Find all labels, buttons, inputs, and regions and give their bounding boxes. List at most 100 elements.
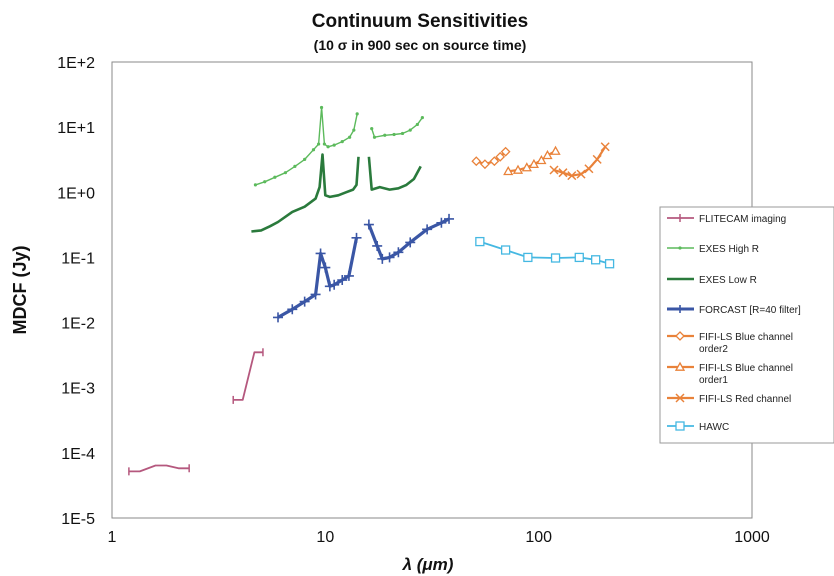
data-point [315, 248, 326, 259]
data-point [393, 247, 404, 258]
data-point [324, 281, 335, 292]
y-tick-label: 1E-1 [61, 250, 95, 267]
data-point [352, 128, 356, 132]
series-layer [128, 105, 615, 476]
legend-item: FLITECAM imaging [667, 214, 786, 225]
data-point [303, 157, 307, 161]
data-point [584, 164, 594, 174]
data-point [293, 164, 297, 168]
legend-item: FIFI-LS Red channel [667, 393, 791, 405]
data-point [400, 131, 405, 136]
x-tick-label: 100 [525, 529, 552, 546]
y-tick-label: 1E-5 [61, 511, 95, 528]
data-point [475, 236, 485, 247]
series-line [233, 351, 263, 401]
legend-box [659, 206, 834, 444]
data-point [273, 175, 277, 179]
x-tick-label: 1 [108, 529, 117, 546]
data-point [310, 289, 321, 300]
data-point [500, 245, 511, 255]
data-point [408, 128, 412, 132]
data-point [550, 253, 561, 263]
data-point [253, 183, 257, 187]
data-point [675, 421, 685, 431]
data-point [348, 135, 352, 139]
data-point [576, 169, 586, 179]
data-point [592, 154, 602, 164]
data-point [332, 143, 336, 147]
chart-subtitle: (10 σ in 900 sec on source time) [314, 37, 527, 53]
legend-label: HAWC [699, 422, 729, 433]
legend-label: EXES Low R [699, 275, 757, 286]
data-point [674, 361, 686, 371]
data-point [405, 237, 416, 248]
data-point [372, 240, 383, 251]
data-point [523, 252, 533, 263]
series-line [251, 153, 360, 233]
data-point [326, 145, 330, 149]
data-point [263, 180, 267, 184]
data-point [320, 262, 331, 273]
data-point [319, 105, 324, 110]
data-point [273, 312, 284, 323]
series-3 [273, 213, 455, 323]
data-point [512, 164, 524, 174]
data-point [495, 151, 506, 162]
y-tick-label: 1E-4 [61, 446, 95, 463]
data-point [471, 156, 482, 167]
data-point [536, 154, 547, 165]
series-5 [503, 145, 561, 176]
data-point [355, 112, 359, 116]
data-point [500, 146, 511, 157]
data-point [283, 171, 288, 175]
y-tick-labels: 1E-5 1E-4 1E-3 1E-2 1E-1 1E+0 1E+1 1E+2 [57, 55, 95, 528]
series-0 [128, 348, 264, 476]
data-point [340, 139, 344, 144]
x-axis-label: λ (μm) [402, 555, 454, 574]
data-point [480, 159, 490, 170]
legend-label: FLITECAM imaging [699, 214, 786, 225]
y-tick-label: 1E-3 [61, 381, 95, 398]
data-point [311, 148, 316, 152]
data-point [558, 168, 568, 178]
data-point [600, 142, 610, 152]
data-point [542, 149, 553, 160]
data-point [521, 162, 532, 172]
legend-label: order1 [699, 375, 728, 386]
data-point [343, 270, 354, 281]
data-point [567, 171, 577, 181]
data-point [329, 279, 340, 290]
data-point [678, 246, 682, 250]
data-point [317, 142, 321, 146]
legend-label: FORCAST [R=40 filter] [699, 305, 801, 316]
series-line [128, 464, 190, 473]
y-tick-label: 1E+0 [57, 185, 95, 202]
data-point [299, 296, 310, 307]
data-point [503, 165, 514, 176]
y-tick-label: 1E+1 [57, 120, 95, 137]
data-point [675, 331, 685, 341]
data-point [550, 145, 561, 155]
data-point [549, 165, 559, 175]
y-tick-label: 1E+2 [57, 55, 95, 72]
data-point [675, 393, 685, 403]
data-point [287, 304, 298, 315]
data-point [363, 219, 374, 230]
data-point [370, 126, 374, 131]
y-tick-label: 1E-2 [61, 316, 95, 333]
data-point [351, 232, 362, 243]
legend-item: EXES Low R [667, 275, 757, 286]
x-tick-label: 10 [316, 529, 334, 546]
data-point [384, 252, 395, 263]
series-1 [253, 105, 424, 187]
data-point [383, 133, 387, 137]
legend-item: FORCAST [R=40 filter] [667, 305, 801, 316]
data-point [574, 252, 584, 263]
y-axis-label: MDCF (Jy) [10, 245, 30, 334]
data-point [337, 275, 348, 286]
data-point [377, 253, 388, 264]
x-tick-labels: 1 10 100 1000 [108, 529, 770, 546]
data-point [372, 135, 377, 139]
